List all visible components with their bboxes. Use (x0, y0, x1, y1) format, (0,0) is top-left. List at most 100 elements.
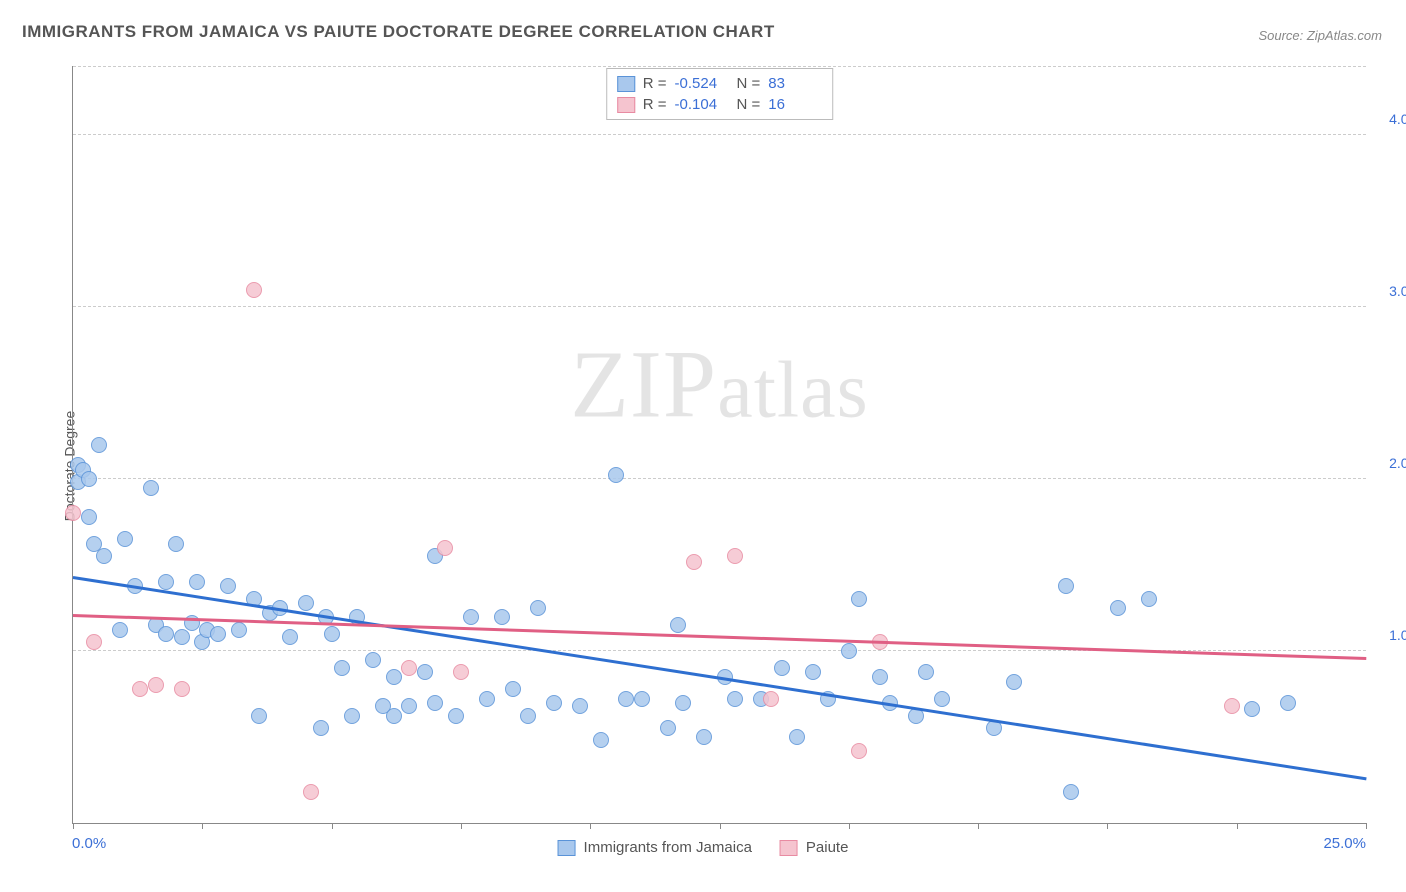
data-point (546, 695, 562, 711)
legend-series: Immigrants from Jamaica Paiute (558, 839, 849, 856)
n-label: N = (737, 96, 761, 113)
data-point (1006, 674, 1022, 690)
data-point (158, 574, 174, 590)
legend-item: Paiute (780, 839, 849, 856)
legend-stats: R = -0.524 N = 83 R = -0.104 N = 16 (606, 68, 834, 120)
data-point (1063, 784, 1079, 800)
gridline (73, 478, 1366, 479)
x-tick (720, 823, 721, 829)
data-point (1224, 698, 1240, 714)
x-tick (202, 823, 203, 829)
data-point (572, 698, 588, 714)
data-point (210, 626, 226, 642)
data-point (174, 681, 190, 697)
data-point (344, 708, 360, 724)
data-point (505, 681, 521, 697)
data-point (313, 720, 329, 736)
data-point (303, 784, 319, 800)
x-axis-max-label: 25.0% (1323, 835, 1366, 852)
r-value: -0.524 (675, 75, 729, 92)
data-point (81, 471, 97, 487)
legend-swatch (558, 840, 576, 856)
data-point (158, 626, 174, 642)
trend-line (73, 614, 1366, 660)
data-point (1110, 600, 1126, 616)
legend-stat-row: R = -0.104 N = 16 (617, 94, 823, 115)
legend-label: Immigrants from Jamaica (584, 839, 752, 856)
legend-stat-row: R =-0.524N =83 (617, 73, 823, 94)
data-point (851, 591, 867, 607)
data-point (386, 669, 402, 685)
data-point (675, 695, 691, 711)
source-label: Source: (1258, 28, 1306, 43)
data-point (401, 660, 417, 676)
data-point (1280, 695, 1296, 711)
data-point (453, 664, 469, 680)
data-point (608, 467, 624, 483)
data-point (324, 626, 340, 642)
data-point (334, 660, 350, 676)
data-point (494, 609, 510, 625)
data-point (634, 691, 650, 707)
data-point (530, 600, 546, 616)
data-point (189, 574, 205, 590)
data-point (727, 548, 743, 564)
x-tick (978, 823, 979, 829)
x-tick (461, 823, 462, 829)
data-point (65, 505, 81, 521)
data-point (143, 480, 159, 496)
data-point (148, 677, 164, 693)
data-point (1058, 578, 1074, 594)
data-point (81, 509, 97, 525)
source-attribution: Source: ZipAtlas.com (1258, 28, 1382, 43)
data-point (618, 691, 634, 707)
scatter-plot: ZIPatlas R =-0.524N =83R =-0.104N =16 1.… (72, 66, 1366, 824)
data-point (427, 695, 443, 711)
data-point (727, 691, 743, 707)
data-point (448, 708, 464, 724)
data-point (763, 691, 779, 707)
data-point (463, 609, 479, 625)
data-point (246, 282, 262, 298)
data-point (437, 540, 453, 556)
legend-label: Paiute (806, 839, 849, 856)
data-point (696, 729, 712, 745)
n-value: 83 (768, 75, 822, 92)
data-point (174, 629, 190, 645)
data-point (686, 554, 702, 570)
data-point (1244, 701, 1260, 717)
x-tick (1107, 823, 1108, 829)
x-axis-min-label: 0.0% (72, 835, 106, 852)
data-point (96, 548, 112, 564)
watermark: ZIPatlas (570, 328, 869, 439)
gridline (73, 134, 1366, 135)
n-label: N = (737, 75, 761, 92)
x-tick (590, 823, 591, 829)
y-tick-label: 1.0% (1389, 627, 1406, 643)
data-point (401, 698, 417, 714)
data-point (282, 629, 298, 645)
gridline (73, 306, 1366, 307)
data-point (593, 732, 609, 748)
source-value: ZipAtlas.com (1307, 28, 1382, 43)
r-label: R = (643, 96, 667, 113)
data-point (805, 664, 821, 680)
data-point (417, 664, 433, 680)
data-point (386, 708, 402, 724)
data-point (660, 720, 676, 736)
x-tick (73, 823, 74, 829)
data-point (479, 691, 495, 707)
x-tick (1366, 823, 1367, 829)
legend-swatch (617, 97, 635, 113)
r-value: -0.104 (675, 96, 729, 113)
data-point (251, 708, 267, 724)
data-point (220, 578, 236, 594)
chart-title: IMMIGRANTS FROM JAMAICA VS PAIUTE DOCTOR… (22, 22, 775, 42)
data-point (918, 664, 934, 680)
data-point (872, 669, 888, 685)
legend-swatch (780, 840, 798, 856)
data-point (934, 691, 950, 707)
data-point (298, 595, 314, 611)
n-value: 16 (768, 96, 822, 113)
y-tick-label: 3.0% (1389, 283, 1406, 299)
